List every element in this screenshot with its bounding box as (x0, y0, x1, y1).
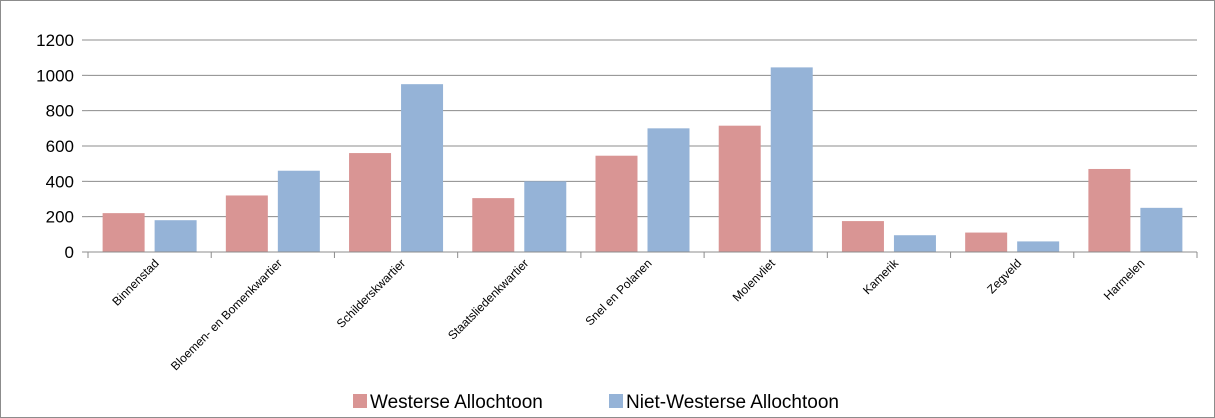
legend-swatch (609, 394, 623, 408)
y-tick-label: 0 (65, 243, 74, 262)
bar (1088, 168, 1131, 252)
x-axis-ticks: Binnenstad Bloemen- en Bomenkwartier Schil… (109, 256, 1147, 374)
bar (1140, 207, 1183, 252)
bar (472, 198, 515, 252)
bar (524, 181, 567, 252)
bar (965, 232, 1008, 252)
legend: Westerse Allochtoon Niet-Westerse Allocht… (353, 392, 839, 413)
y-tick-label: 1000 (36, 66, 74, 85)
bar (770, 67, 813, 252)
bar (841, 221, 884, 252)
y-tick-label: 400 (46, 172, 74, 191)
y-tick-label: 200 (46, 208, 74, 227)
bar (595, 155, 638, 252)
x-tick-label: Zegveld (984, 256, 1024, 296)
bar (718, 125, 761, 252)
bars (102, 67, 1183, 253)
bar (401, 84, 444, 253)
x-tick-label: Staatsliedenkwartier (445, 256, 531, 342)
legend-label: Niet-Westerse Allochtoon (626, 392, 839, 413)
y-tick-label: 800 (46, 102, 74, 121)
bar (893, 235, 936, 252)
bar (225, 195, 268, 252)
x-tick-label: Binnenstad (109, 256, 161, 308)
bar (647, 128, 690, 252)
x-tick-label: Kamerik (860, 256, 902, 298)
x-axis (87, 251, 1198, 258)
x-tick-label: Snel en Polanen (582, 256, 654, 328)
x-tick-label: Schilderskwartier (334, 256, 409, 331)
x-tick-label: Bloemen- en Bomenkwartier (168, 256, 285, 373)
gridlines (88, 39, 1197, 218)
x-tick-label: Harmelen (1101, 256, 1148, 303)
y-tick-label: 1200 (36, 31, 74, 50)
bar (154, 220, 197, 252)
bar (102, 213, 145, 252)
legend-label: Westerse Allochtoon (370, 392, 543, 413)
y-tick-label: 600 (46, 137, 74, 156)
bar (349, 153, 392, 252)
bar (1017, 241, 1060, 252)
bar (277, 170, 320, 252)
x-tick-label: Molenvliet (730, 256, 779, 305)
y-axis-ticks: 0 200 400 600 800 1000 1200 (36, 31, 88, 262)
legend-swatch (353, 394, 367, 408)
